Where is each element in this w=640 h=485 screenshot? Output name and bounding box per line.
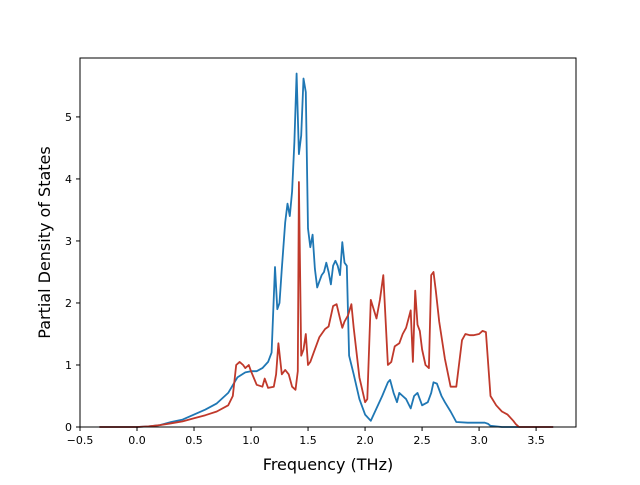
x-tick-label: 0.0 (128, 434, 146, 447)
y-axis-label: Partial Density of States (35, 146, 54, 338)
y-tick-label: 2 (65, 297, 72, 310)
x-tick-label: 2.5 (413, 434, 431, 447)
y-tick-label: 4 (65, 173, 72, 186)
x-axis-ticks: −0.5 0.0 0.5 1.0 1.5 2.0 2.5 3.0 3.5 (67, 427, 545, 447)
plot-frame (79, 57, 577, 428)
y-tick-label: 1 (65, 359, 72, 372)
y-tick-label: 5 (65, 111, 72, 124)
x-tick-label: −0.5 (67, 434, 94, 447)
x-tick-label: 0.5 (185, 434, 203, 447)
x-axis-label: Frequency (THz) (263, 455, 393, 474)
x-tick-label: 2.0 (356, 434, 374, 447)
series-line-2 (99, 181, 554, 428)
y-tick-label: 3 (65, 235, 72, 248)
y-axis-ticks: 0 1 2 3 4 5 (65, 111, 80, 434)
x-tick-label: 3.5 (527, 434, 545, 447)
plot-lines (99, 72, 554, 428)
y-tick-label: 0 (65, 421, 72, 434)
x-tick-label: 1.5 (299, 434, 317, 447)
x-tick-label: 3.0 (470, 434, 488, 447)
series-line-1 (99, 72, 554, 428)
x-tick-label: 1.0 (242, 434, 260, 447)
